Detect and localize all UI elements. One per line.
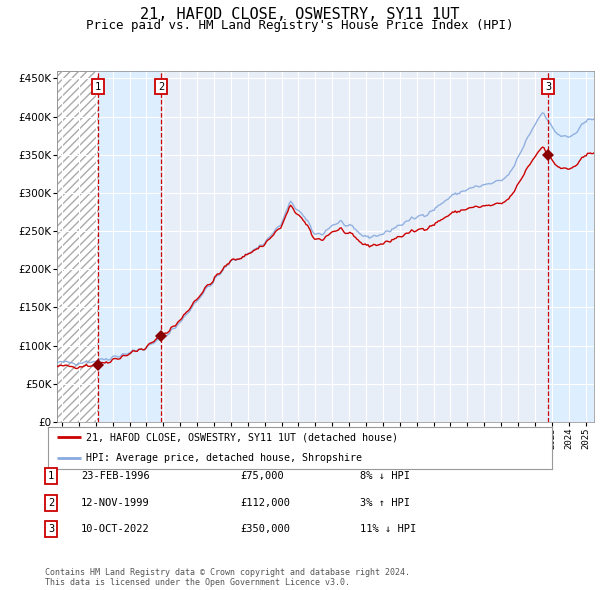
Text: 3% ↑ HPI: 3% ↑ HPI [360,498,410,507]
Bar [548,71,594,422]
Text: 8% ↓ HPI: 8% ↓ HPI [360,471,410,481]
Text: 12-NOV-1999: 12-NOV-1999 [81,498,150,507]
Text: 21, HAFOD CLOSE, OSWESTRY, SY11 1UT: 21, HAFOD CLOSE, OSWESTRY, SY11 1UT [140,7,460,22]
Text: 23-FEB-1996: 23-FEB-1996 [81,471,150,481]
Text: 3: 3 [545,81,551,91]
Text: 2: 2 [48,498,54,507]
Bar [57,71,98,422]
Text: 1: 1 [95,81,101,91]
Bar [98,71,161,422]
Text: 2: 2 [158,81,164,91]
Text: 1: 1 [48,471,54,481]
Text: 3: 3 [48,525,54,534]
Text: 21, HAFOD CLOSE, OSWESTRY, SY11 1UT (detached house): 21, HAFOD CLOSE, OSWESTRY, SY11 1UT (det… [86,432,398,442]
Text: 11% ↓ HPI: 11% ↓ HPI [360,525,416,534]
Text: 10-OCT-2022: 10-OCT-2022 [81,525,150,534]
Text: Contains HM Land Registry data © Crown copyright and database right 2024.
This d: Contains HM Land Registry data © Crown c… [45,568,410,587]
Text: HPI: Average price, detached house, Shropshire: HPI: Average price, detached house, Shro… [86,454,362,463]
Text: £112,000: £112,000 [240,498,290,507]
Text: £75,000: £75,000 [240,471,284,481]
Text: Price paid vs. HM Land Registry's House Price Index (HPI): Price paid vs. HM Land Registry's House … [86,19,514,32]
Text: £350,000: £350,000 [240,525,290,534]
